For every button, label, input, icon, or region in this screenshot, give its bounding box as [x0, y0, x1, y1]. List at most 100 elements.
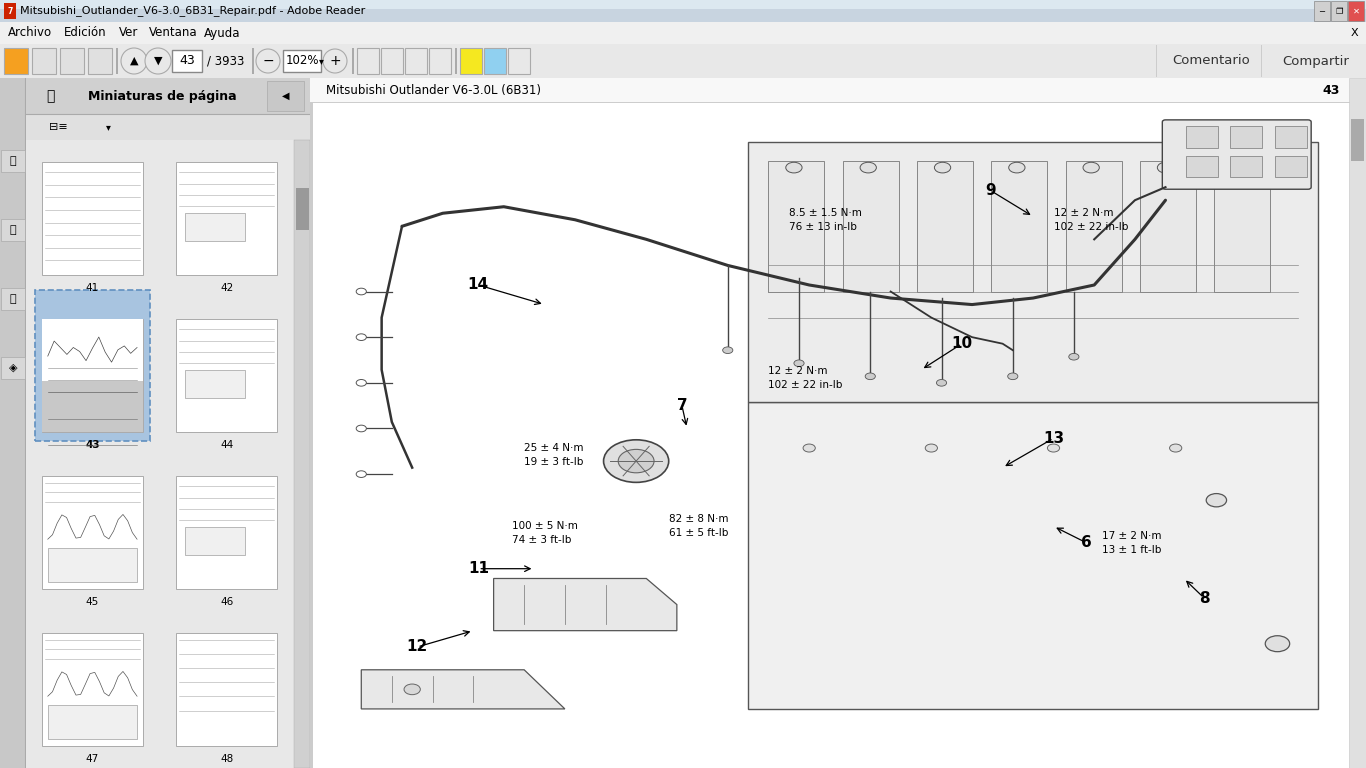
Polygon shape: [992, 161, 1048, 292]
Text: Ver: Ver: [119, 27, 138, 39]
Circle shape: [255, 49, 280, 73]
Text: 44: 44: [220, 440, 234, 450]
Text: 7: 7: [676, 398, 687, 413]
Text: ▲: ▲: [130, 56, 138, 66]
Bar: [42, 476, 142, 589]
Polygon shape: [769, 161, 825, 292]
Circle shape: [1008, 373, 1018, 379]
Bar: [1, 288, 25, 310]
Bar: [172, 50, 202, 72]
Text: 41: 41: [86, 283, 100, 293]
Bar: [404, 48, 428, 74]
Text: / 3933: / 3933: [208, 55, 245, 68]
FancyBboxPatch shape: [1162, 120, 1311, 189]
Text: Comentario: Comentario: [1172, 55, 1250, 68]
Bar: [176, 162, 277, 275]
Bar: [251, 48, 254, 74]
Bar: [1186, 156, 1217, 177]
Text: ⊟≡: ⊟≡: [49, 122, 67, 132]
Circle shape: [357, 334, 366, 340]
Circle shape: [604, 440, 669, 482]
Circle shape: [1265, 636, 1290, 652]
Text: Miniaturas de página: Miniaturas de página: [89, 90, 238, 102]
Text: ─: ─: [1320, 6, 1325, 15]
Circle shape: [619, 449, 654, 473]
Text: 13: 13: [1044, 431, 1064, 445]
Bar: [429, 48, 451, 74]
Circle shape: [1008, 162, 1024, 173]
Text: +: +: [329, 54, 340, 68]
Text: 7: 7: [7, 6, 12, 15]
Bar: [310, 78, 1350, 102]
Text: X: X: [1351, 28, 1358, 38]
Text: 6: 6: [1081, 535, 1091, 550]
Text: 47: 47: [86, 754, 100, 764]
Polygon shape: [749, 402, 1318, 709]
Bar: [42, 162, 142, 275]
Bar: [1231, 126, 1262, 147]
Bar: [1348, 1, 1365, 21]
Bar: [296, 188, 309, 230]
Bar: [176, 476, 277, 589]
Text: 48: 48: [220, 754, 234, 764]
Bar: [1, 150, 25, 172]
Bar: [184, 213, 246, 241]
Text: 102%: 102%: [285, 55, 318, 68]
Text: ▼: ▼: [154, 56, 163, 66]
Text: Archivo: Archivo: [8, 27, 52, 39]
Circle shape: [803, 444, 816, 452]
Circle shape: [357, 288, 366, 295]
Circle shape: [357, 471, 366, 478]
Text: ⬜: ⬜: [46, 89, 55, 103]
Text: 25 ± 4 N·m
19 ± 3 ft-lb: 25 ± 4 N·m 19 ± 3 ft-lb: [525, 442, 583, 467]
Bar: [31, 48, 56, 74]
Circle shape: [145, 48, 171, 74]
Bar: [484, 48, 505, 74]
Bar: [1274, 126, 1307, 147]
Circle shape: [122, 48, 148, 74]
Text: ❐: ❐: [1335, 6, 1343, 15]
Text: 8: 8: [1199, 591, 1209, 605]
Circle shape: [404, 684, 421, 695]
Bar: [1, 219, 25, 241]
Bar: [283, 50, 321, 72]
Polygon shape: [917, 161, 973, 292]
Text: ▾: ▾: [318, 56, 324, 66]
Text: 14: 14: [467, 277, 489, 293]
Circle shape: [1048, 444, 1060, 452]
Bar: [1314, 1, 1330, 21]
Text: Ventana: Ventana: [149, 27, 197, 39]
Circle shape: [1068, 353, 1079, 360]
Bar: [508, 48, 530, 74]
Circle shape: [937, 379, 947, 386]
Text: Compartir: Compartir: [1283, 55, 1350, 68]
Bar: [1186, 126, 1217, 147]
Bar: [36, 290, 150, 441]
Circle shape: [357, 425, 366, 432]
Text: 12 ± 2 N·m
102 ± 22 in-lb: 12 ± 2 N·m 102 ± 22 in-lb: [769, 366, 843, 389]
Text: −: −: [262, 54, 273, 68]
Text: Mitsubishi Outlander V6-3.0L (6B31): Mitsubishi Outlander V6-3.0L (6B31): [326, 84, 541, 97]
Circle shape: [1083, 162, 1100, 173]
Text: ▾: ▾: [105, 122, 111, 132]
Bar: [42, 319, 142, 381]
Circle shape: [1169, 444, 1182, 452]
Text: 📎: 📎: [10, 294, 16, 304]
Bar: [1351, 119, 1363, 161]
Bar: [310, 78, 313, 768]
Circle shape: [1206, 494, 1227, 507]
Circle shape: [785, 162, 802, 173]
Bar: [176, 633, 277, 746]
Text: 46: 46: [220, 598, 234, 607]
Bar: [26, 78, 310, 114]
Text: 42: 42: [220, 283, 234, 293]
Bar: [48, 548, 137, 582]
Bar: [352, 48, 354, 74]
Bar: [460, 48, 482, 74]
Text: 43: 43: [1322, 84, 1340, 97]
Bar: [42, 633, 142, 746]
Text: 82 ± 8 N·m
61 ± 5 ft-lb: 82 ± 8 N·m 61 ± 5 ft-lb: [669, 515, 728, 538]
Bar: [1274, 156, 1307, 177]
Circle shape: [934, 162, 951, 173]
Circle shape: [865, 373, 876, 379]
